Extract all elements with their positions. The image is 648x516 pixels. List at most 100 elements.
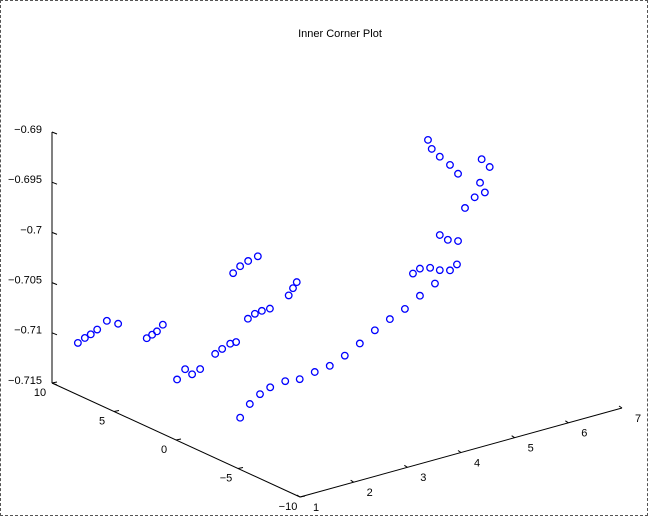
point	[173, 375, 182, 384]
point	[284, 291, 293, 300]
z-tick	[51, 382, 58, 386]
point	[292, 278, 301, 287]
z-tick-label: −0.71	[14, 325, 42, 337]
point	[461, 204, 469, 212]
point	[427, 144, 436, 153]
x-tick-label: 1	[313, 502, 319, 514]
point	[73, 338, 82, 347]
point	[431, 279, 439, 288]
point	[86, 330, 95, 339]
point	[415, 291, 424, 300]
point	[211, 349, 220, 358]
point	[244, 257, 253, 265]
x-tick	[511, 435, 515, 439]
z-tick-label: −0.715	[8, 375, 42, 387]
point	[236, 413, 245, 422]
y-tick-label: −10	[279, 501, 298, 513]
point	[477, 155, 486, 164]
point	[93, 325, 102, 334]
x-tick-label: 2	[367, 487, 373, 499]
x-tick	[565, 420, 569, 424]
point	[142, 334, 151, 343]
x-tick	[457, 450, 462, 453]
point	[454, 169, 462, 178]
point	[443, 235, 452, 244]
point	[236, 262, 245, 271]
z-tick	[51, 181, 58, 185]
point	[229, 269, 238, 278]
point	[470, 193, 479, 202]
point	[435, 231, 444, 239]
z-tick-label: −0.69	[14, 124, 42, 136]
y-tick	[299, 495, 306, 498]
point	[218, 344, 227, 353]
point	[446, 266, 454, 275]
point	[435, 266, 444, 275]
x-tick-label: 6	[581, 428, 587, 440]
point	[245, 400, 254, 408]
point	[102, 316, 111, 325]
point	[476, 178, 484, 187]
point	[266, 383, 275, 392]
point	[114, 319, 123, 328]
point	[281, 377, 290, 386]
point	[426, 263, 435, 272]
point	[232, 338, 241, 347]
point	[265, 304, 274, 313]
z-tick	[51, 332, 58, 336]
point	[80, 334, 89, 342]
x-tick	[350, 479, 354, 483]
point	[409, 269, 417, 278]
point	[295, 375, 304, 384]
z-tick-label: −0.7	[20, 224, 42, 236]
point	[400, 304, 409, 313]
point	[158, 320, 167, 329]
point	[243, 314, 252, 323]
x-tick	[296, 494, 301, 498]
y-tick-label: 10	[34, 387, 46, 399]
x-tick-label: 7	[635, 413, 641, 425]
point	[415, 264, 424, 273]
point	[385, 315, 394, 324]
point	[325, 361, 334, 370]
point	[340, 351, 349, 360]
y-tick	[175, 438, 182, 441]
point	[480, 188, 489, 197]
point	[355, 339, 364, 348]
y-tick	[113, 410, 120, 412]
z-tick-label: −0.705	[8, 275, 42, 287]
point	[485, 163, 494, 171]
y-tick-label: −5	[220, 472, 233, 484]
point	[253, 252, 262, 261]
point	[256, 390, 264, 399]
point	[181, 365, 190, 374]
z-tick	[51, 131, 58, 135]
point	[370, 326, 379, 335]
x-tick-label: 3	[420, 472, 426, 484]
point	[453, 260, 461, 269]
x-tick	[404, 464, 408, 468]
point	[257, 306, 266, 315]
y-tick	[237, 467, 244, 469]
point	[152, 327, 161, 336]
x-tick-label: 5	[528, 443, 534, 455]
z-tick	[51, 231, 58, 235]
point	[446, 160, 454, 169]
point	[454, 237, 462, 245]
y-tick-label: 5	[99, 415, 105, 427]
point	[188, 370, 197, 379]
point	[310, 368, 319, 376]
y-tick-label: 0	[161, 444, 167, 456]
point	[424, 135, 432, 144]
z-tick-label: −0.695	[8, 174, 42, 186]
chart-title: Inner Corner Plot	[298, 28, 382, 40]
point	[250, 309, 259, 318]
point	[196, 365, 205, 374]
z-tick	[51, 282, 58, 286]
point	[435, 152, 444, 161]
x-tick-label: 4	[474, 457, 480, 469]
point	[289, 284, 297, 293]
x-tick	[618, 405, 623, 409]
